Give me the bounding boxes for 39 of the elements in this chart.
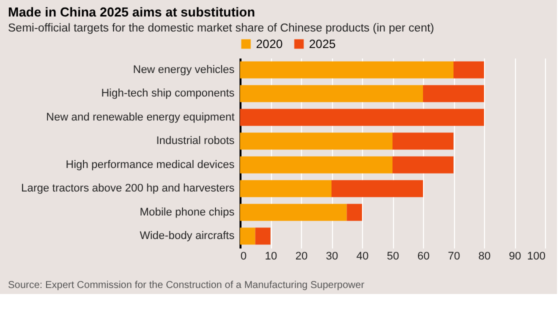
x-tick-label: 100 [527, 250, 546, 262]
y-tick-label: New energy vehicles [133, 64, 235, 76]
x-tick-label: 80 [478, 250, 491, 262]
x-tick-label: 70 [448, 250, 460, 262]
text: Made in China 2025 aims at substitution [8, 4, 256, 20]
y-tick-label: Mobile phone chips [140, 206, 235, 218]
x-tick-label: 30 [326, 250, 338, 262]
x-tick-label: 10 [264, 250, 278, 262]
y-tick-label: Large tractors above 200 hp and harvesters [21, 182, 235, 195]
bar [392, 156, 454, 174]
bar [240, 228, 256, 245]
legend-label: 2025 [309, 37, 336, 51]
y-tick-label: New and renewable energy equipment [46, 111, 234, 124]
y-tick-label: High-tech ship components [101, 88, 235, 100]
y-tick-label: Industrial robots [156, 135, 235, 148]
x-tick-label: 90 [508, 250, 522, 262]
bar [240, 85, 423, 102]
bar [392, 132, 454, 150]
x-tick-label: 40 [356, 250, 369, 262]
bar [240, 180, 332, 198]
bar [240, 61, 454, 78]
x-tick-label: 0 [240, 250, 247, 262]
y-tick-label: Wide-body aircrafts [140, 230, 235, 242]
bar [255, 228, 270, 245]
x-tick-label: 20 [295, 250, 308, 262]
x-tick-label: 60 [417, 250, 430, 262]
chart-subtitle: Semi-official targets for the domestic market share of Chinese products (in per cent) [8, 22, 434, 34]
bar [332, 180, 423, 198]
bar [240, 156, 392, 174]
bar [454, 61, 484, 78]
bar [346, 204, 362, 221]
bar [240, 204, 347, 221]
legend-label: 2020 [256, 37, 284, 51]
bar [240, 108, 484, 126]
bar [423, 85, 484, 102]
bar [240, 132, 392, 150]
x-tick-label: 50 [386, 250, 400, 262]
source-note: Source: Expert Commission for the Construction of a Manufacturing Superpower [8, 280, 365, 291]
y-tick-label: High performance medical devices [66, 158, 235, 171]
